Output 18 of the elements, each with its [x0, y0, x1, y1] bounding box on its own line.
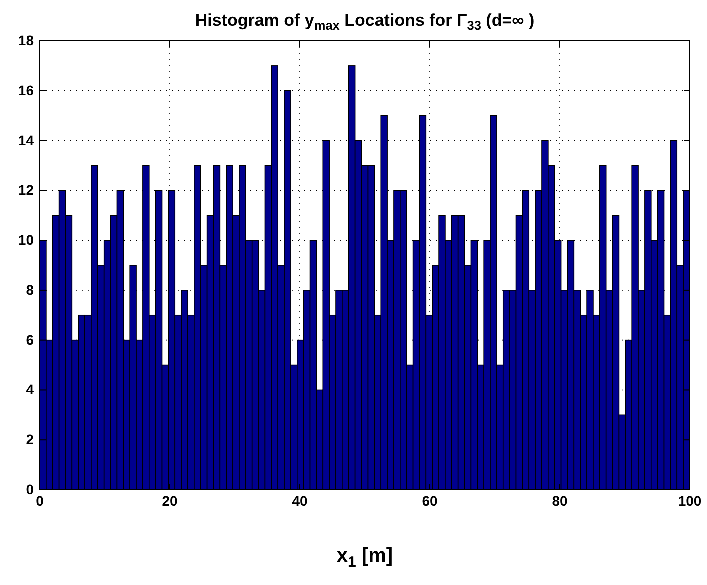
- y-tick-label: 0: [26, 481, 34, 498]
- x-tick-label: 80: [552, 492, 568, 509]
- chart-title: Histogram of y$_{max}$ Locations for Γ$_{33}$ (d=∞ ): [195, 11, 535, 33]
- y-tick-label: 6: [26, 332, 34, 348]
- y-tick-label: 4: [26, 382, 34, 398]
- y-tick-label: 8: [26, 282, 34, 298]
- x-tick-label: 0: [36, 492, 44, 509]
- y-tick-label: 12: [18, 182, 34, 198]
- x-tick-label: 100: [678, 492, 702, 509]
- x-tick-label: 60: [422, 492, 438, 509]
- x-axis-title: x$_{1}$ [m]: [336, 545, 394, 570]
- y-tick-label: 18: [18, 32, 34, 48]
- x-tick-label: 20: [162, 492, 178, 509]
- y-tick-label: 14: [18, 132, 34, 148]
- y-tick-label: 10: [18, 232, 34, 248]
- y-tick-label: 16: [18, 82, 34, 98]
- x-tick-label: 40: [292, 492, 308, 509]
- y-tick-label: 2: [26, 432, 34, 448]
